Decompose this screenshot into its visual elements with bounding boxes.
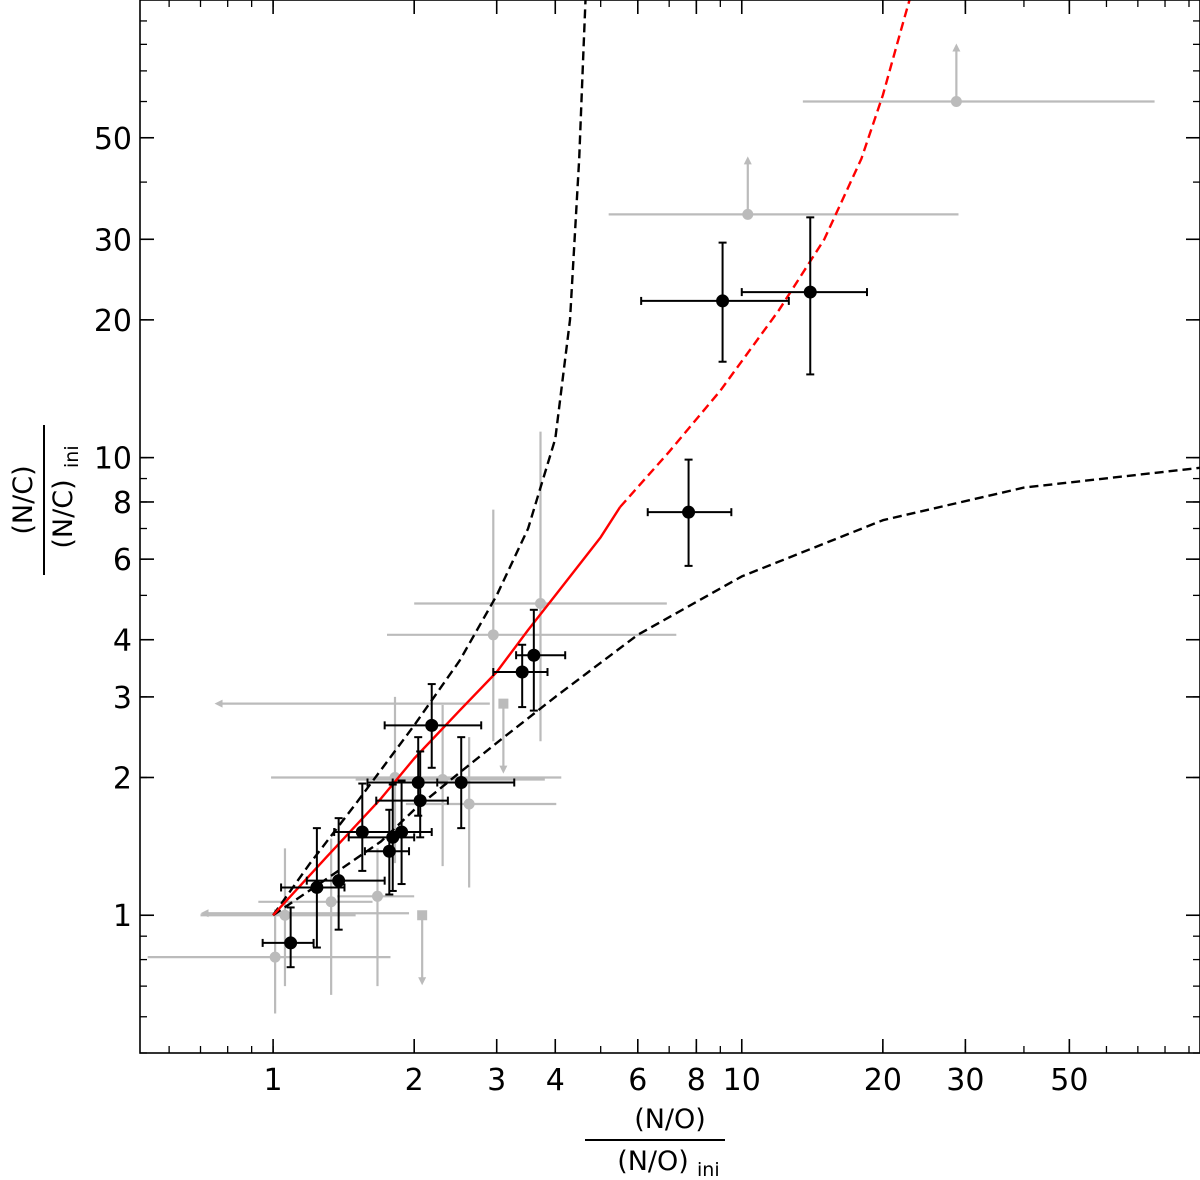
detection-point (305, 817, 386, 931)
x-tick-label: 4 (546, 1063, 565, 1098)
limit-arrow-head (499, 765, 508, 774)
detection-point (280, 827, 346, 949)
detection-marker (515, 665, 529, 679)
y-tick-label: 10 (94, 442, 132, 477)
limit-arrow-head (214, 699, 223, 708)
detection-point (383, 683, 483, 769)
limit-points (147, 43, 1155, 1014)
model-curve-red (619, 0, 911, 508)
detection-marker (803, 285, 817, 299)
x-tick-label: 8 (687, 1063, 706, 1098)
x-tick-label: 2 (405, 1063, 424, 1098)
detection-marker (682, 505, 696, 519)
axis-ticks (140, 0, 1200, 1054)
y-tick-label: 2 (113, 761, 132, 796)
limit-point (387, 509, 677, 742)
limit-arrow-head (200, 909, 209, 918)
detection-marker (284, 936, 298, 950)
x-label-denominator-sub: ini (697, 1159, 720, 1180)
limit-marker (325, 896, 337, 908)
y-axis-label: (N/C) (N/C) ini (8, 425, 83, 575)
detection-marker (310, 880, 324, 894)
x-label-numerator: (N/O) (634, 1104, 706, 1135)
detection-marker (527, 648, 541, 662)
limit-point (214, 699, 490, 708)
x-tick-label: 30 (946, 1063, 984, 1098)
y-label-denominator: (N/C) (48, 479, 79, 548)
model-curve-black (272, 466, 1200, 917)
y-tick-label: 20 (94, 304, 132, 339)
limit-point (802, 43, 1155, 108)
limit-marker (742, 208, 754, 220)
limit-marker (487, 629, 499, 641)
detection-point (515, 608, 567, 712)
detection-marker (716, 294, 730, 308)
y-tick-label: 6 (113, 543, 132, 578)
x-tick-label: 20 (864, 1063, 902, 1098)
y-label-denominator-sub: ini (61, 445, 83, 468)
detection-point (375, 750, 449, 839)
x-tick-label: 3 (487, 1063, 506, 1098)
x-label-denominator: (N/O) (617, 1146, 689, 1177)
y-tick-label: 8 (113, 486, 132, 521)
limit-point (147, 909, 391, 1014)
x-tick-labels: 1 2 3 4 6 8 10 20 30 50 (264, 1063, 1089, 1098)
detection-point (391, 736, 516, 830)
plot-content (147, 0, 1200, 1014)
detection-marker (454, 776, 468, 790)
detection-marker (425, 718, 439, 732)
detection-point (261, 906, 315, 969)
y-tick-label: 30 (94, 223, 132, 258)
limit-point (414, 431, 667, 742)
limit-marker (498, 698, 509, 709)
limit-arrow-head (418, 977, 427, 986)
y-tick-label: 3 (113, 681, 132, 716)
y-tick-label: 1 (113, 899, 132, 934)
limit-marker (534, 597, 546, 609)
limit-marker (269, 951, 281, 963)
x-tick-label: 6 (628, 1063, 647, 1098)
limit-marker (463, 798, 475, 810)
x-tick-label: 1 (264, 1063, 283, 1098)
y-tick-label: 4 (113, 624, 132, 659)
detection-marker (332, 874, 346, 888)
x-axis-label: (N/O) (N/O) ini (585, 1104, 725, 1180)
x-tick-label: 10 (723, 1063, 761, 1098)
limit-arrow-head (743, 156, 752, 165)
detection-point (492, 643, 549, 709)
model-curve-black (272, 0, 587, 916)
y-label-numerator: (N/C) (8, 465, 39, 534)
limit-marker (371, 890, 383, 902)
limit-marker (279, 909, 291, 921)
y-tick-labels: 1 2 3 4 6 8 10 20 30 50 (94, 122, 132, 934)
detection-point (640, 241, 790, 363)
model-curve-red (272, 506, 622, 917)
detection-points (261, 216, 868, 969)
detection-marker (382, 844, 396, 858)
limit-point (200, 909, 410, 918)
limit-point (608, 156, 959, 220)
plot-frame (139, 0, 1200, 1054)
detection-point (740, 216, 868, 376)
limit-arrow-head (952, 43, 961, 52)
limit-point (337, 848, 415, 987)
detection-marker (395, 825, 409, 839)
detection-point (646, 458, 733, 567)
detection-marker (413, 794, 427, 808)
x-tick-label: 50 (1050, 1063, 1088, 1098)
limit-marker (950, 96, 962, 108)
limit-marker (417, 910, 428, 921)
model-curves (272, 0, 1200, 917)
limit-point (417, 910, 428, 986)
y-tick-label: 50 (94, 122, 132, 157)
limit-point (258, 838, 373, 995)
limit-point (498, 698, 509, 774)
limit-point (200, 848, 356, 987)
limit-point (405, 737, 557, 888)
